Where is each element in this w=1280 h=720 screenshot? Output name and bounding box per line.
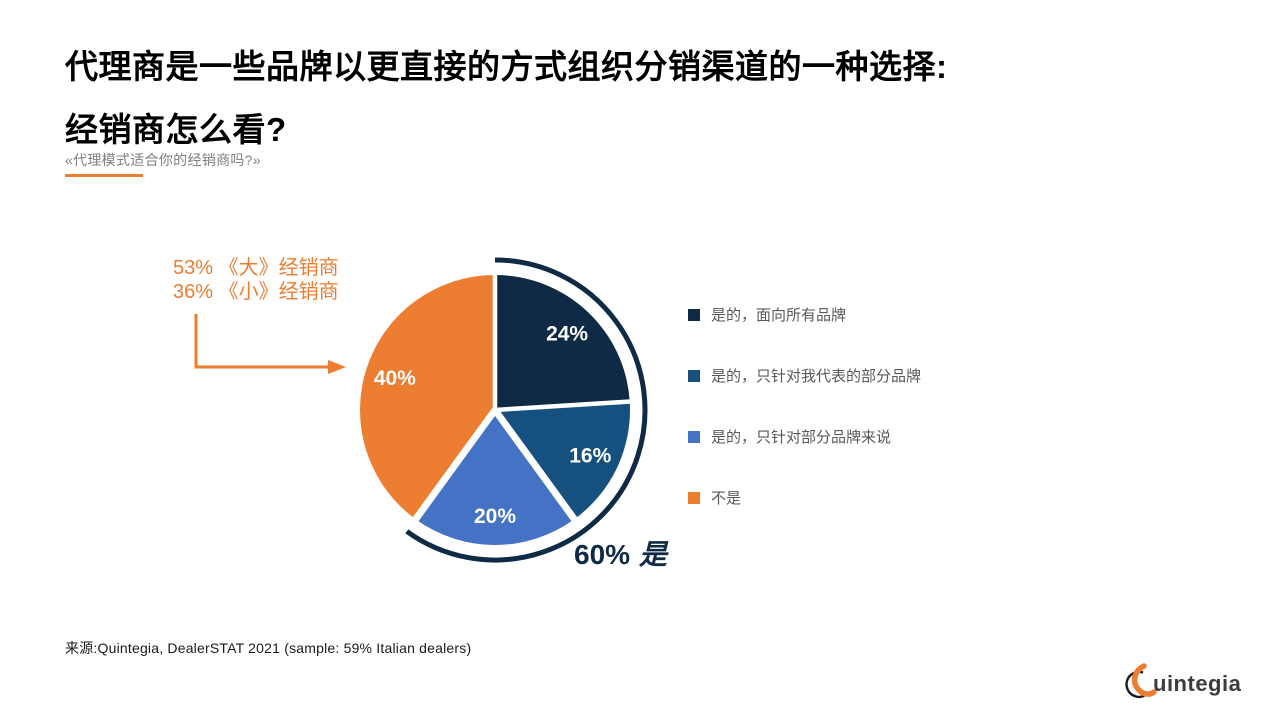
quintegia-logo: uintegia — [1118, 663, 1241, 705]
legend-swatch-orange — [688, 491, 700, 504]
legend-label: 是的，面向所有品牌 — [711, 307, 847, 324]
legend-swatch-blue-light — [688, 430, 700, 443]
legend-swatch-navy — [688, 308, 700, 321]
legend-item-no: 不是 — [688, 490, 921, 507]
arrowhead-icon — [328, 360, 346, 374]
dealer-size-annotation: 53% 《大》经销商 36% 《小》经销商 — [173, 256, 339, 304]
title-line-1: 代理商是一些品牌以更直接的方式组织分销渠道的一种选择: — [65, 48, 948, 86]
annotation-arrow — [194, 314, 346, 374]
logo-wordmark: uintegia — [1153, 671, 1242, 696]
page-title: 代理商是一些品牌以更直接的方式组织分销渠道的一种选择: 经销商怎么看? — [65, 49, 948, 148]
annotation-line-small: 36% 《小》经销商 — [173, 281, 339, 303]
quintegia-q-icon — [1125, 663, 1157, 699]
pie-slice — [495, 401, 630, 520]
pie-slice — [360, 275, 495, 520]
pie-chart: 24% 16% 20% 40% — [360, 257, 648, 563]
legend-label: 不是 — [711, 490, 742, 507]
title-line-2: 经销商怎么看? — [65, 111, 287, 149]
accent-underline — [65, 174, 143, 177]
legend-swatch-blue-mid — [688, 369, 700, 382]
survey-question: «代理模式适合你的经销商吗?» — [65, 152, 261, 168]
yes-total-label: 60% 是 — [574, 533, 667, 573]
legend-label: 是的，只针对部分品牌来说 — [711, 429, 892, 446]
yes-share-arc — [405, 257, 648, 563]
legend-item-some-brands: 是的，只针对部分品牌来说 — [688, 429, 921, 446]
pie-slice-value: 24% — [546, 323, 588, 346]
yes-percent: 60% — [574, 539, 631, 570]
annotation-line-large: 53% 《大》经销商 — [173, 257, 339, 279]
yes-word: 是 — [639, 539, 668, 570]
legend-item-some-my-brands: 是的，只针对我代表的部分品牌 — [688, 368, 922, 385]
legend-item-all-brands: 是的，面向所有品牌 — [688, 307, 921, 324]
pie-slice-value: 40% — [374, 367, 416, 390]
source-note: 来源:Quintegia, DealerSTAT 2021 (sample: 5… — [65, 640, 472, 656]
legend-label: 是的，只针对我代表的部分品牌 — [711, 368, 922, 385]
legend: 是的，面向所有品牌 是的，只针对我代表的部分品牌 是的，只针对部分品牌来说 不是 — [688, 307, 921, 551]
pie-slice — [495, 275, 630, 410]
pie-slice-value: 16% — [569, 444, 611, 467]
pie-slice — [415, 410, 575, 545]
pie-slice-value: 20% — [474, 505, 516, 528]
